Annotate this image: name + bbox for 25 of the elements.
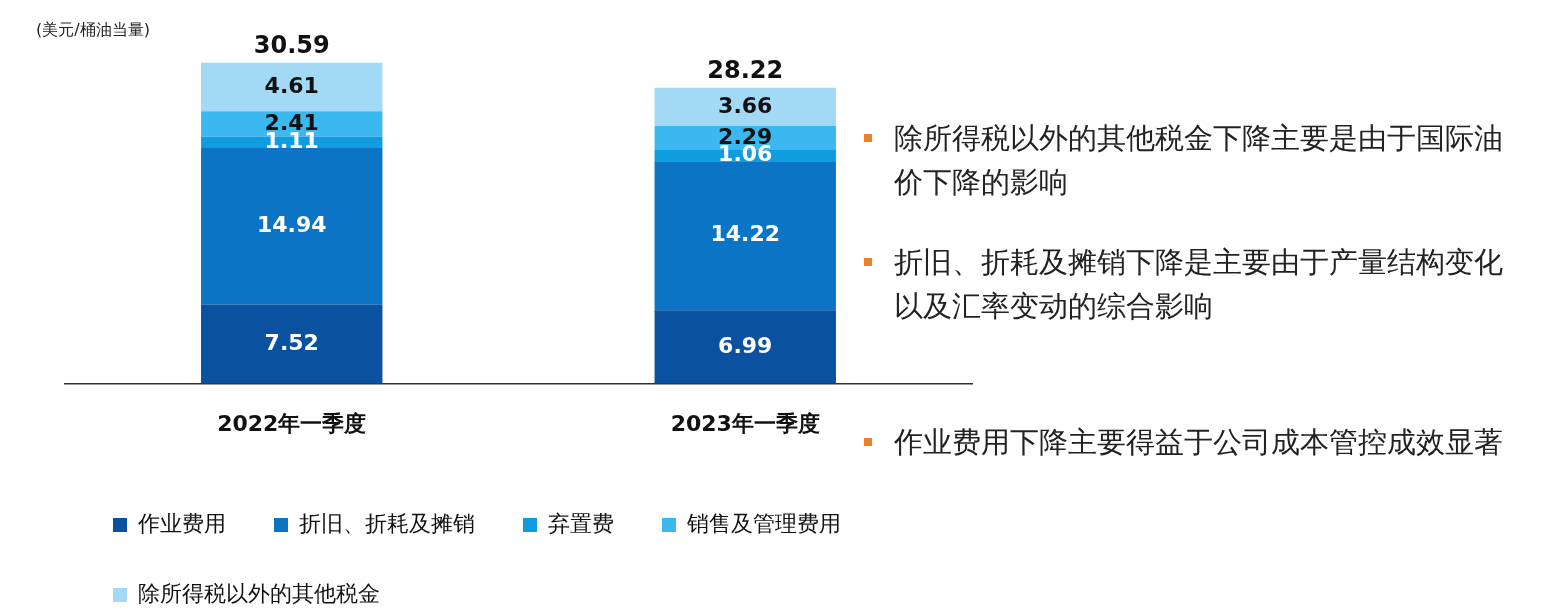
y-axis-title: (美元/桶油当量) [36,20,150,41]
legend-label: 除所得税以外的其他税金 [138,580,380,606]
total-label: 30.59 [253,31,330,60]
bar [201,304,383,384]
annotation: 折旧、折耗及摊销下降是主要由于产量结构变化以及汇率变动的综合影响 [894,244,1504,325]
annotation: 除所得税以外的其他税金下降主要是由于国际油价下降的影响 [894,120,1504,201]
legend-label: 作业费用 [137,510,226,536]
bar [654,87,836,127]
data-label: 14.22 [710,221,781,247]
legend-label: 折旧、折耗及摊销 [299,510,475,536]
bar [201,62,383,112]
data-label: 14.94 [256,212,327,238]
x-tick-label: 2022年一季度 [217,410,367,436]
legend-label: 弃置费 [548,510,614,536]
bar [201,148,383,305]
legend-label: 销售及管理费用 [686,510,841,536]
data-label: 6.99 [718,332,773,358]
total-label: 28.22 [707,55,784,84]
bar [654,161,836,311]
bar [654,310,836,384]
data-label: 4.61 [264,72,319,98]
text: 作业费用下降主要得益于公司成本管控成效显著 [894,424,1504,461]
data-label: 7.52 [264,329,319,355]
data-label: 3.66 [718,92,773,118]
x-tick-label: 2023年一季度 [670,410,820,436]
